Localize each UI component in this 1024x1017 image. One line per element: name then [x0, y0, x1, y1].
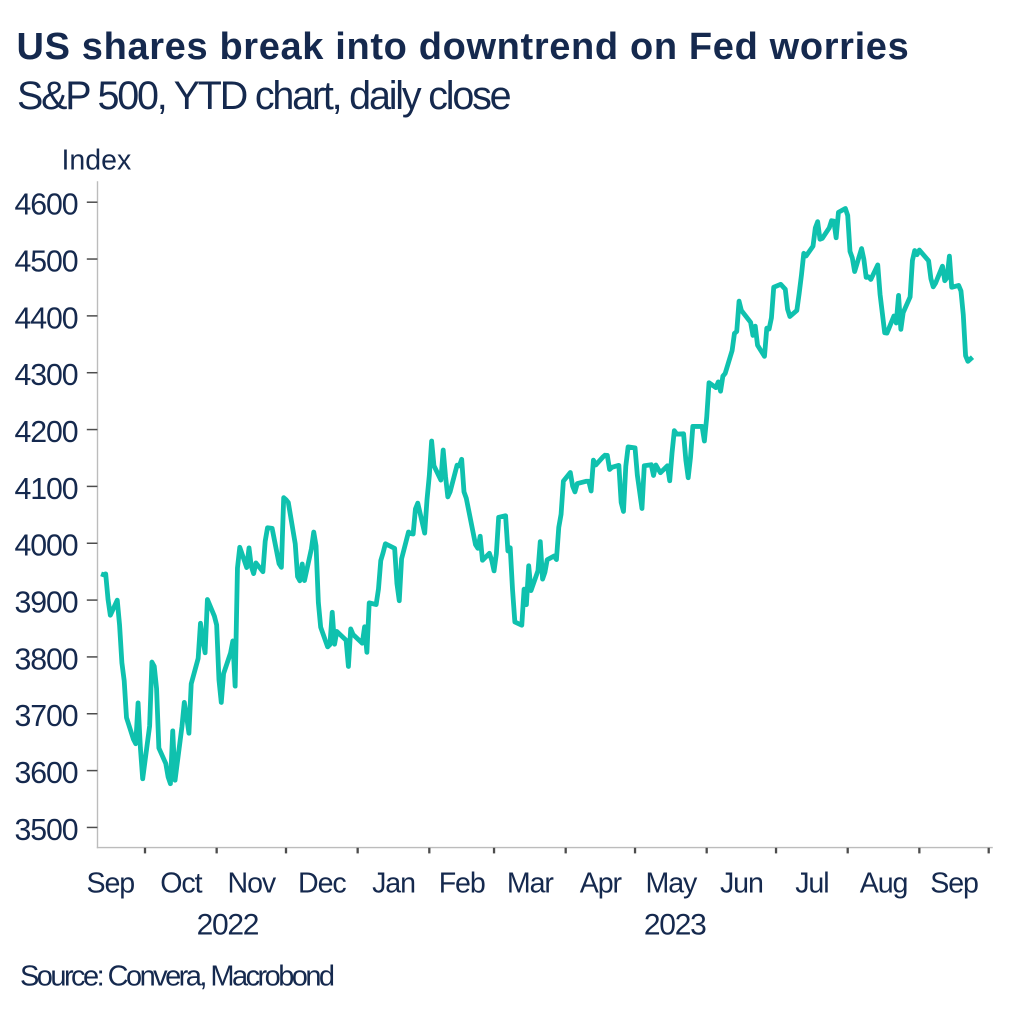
svg-text:4400: 4400: [15, 302, 78, 335]
svg-text:Feb: Feb: [439, 867, 485, 899]
svg-text:4300: 4300: [15, 359, 78, 392]
svg-text:4100: 4100: [15, 473, 78, 506]
svg-text:Jul: Jul: [795, 867, 828, 899]
svg-text:3600: 3600: [15, 757, 78, 790]
svg-text:Source: Convera, Macrobond: Source: Convera, Macrobond: [20, 961, 334, 993]
svg-text:S&P 500, YTD chart, daily clos: S&P 500, YTD chart, daily close: [17, 74, 511, 118]
svg-text:3500: 3500: [15, 814, 78, 847]
svg-text:4500: 4500: [15, 245, 78, 278]
svg-text:3700: 3700: [15, 700, 78, 733]
svg-text:4000: 4000: [15, 530, 78, 563]
svg-text:3800: 3800: [15, 643, 78, 676]
svg-text:Apr: Apr: [580, 867, 623, 899]
svg-text:Index: Index: [62, 144, 132, 176]
svg-text:Oct: Oct: [160, 867, 202, 899]
svg-text:Mar: Mar: [507, 867, 555, 899]
svg-text:Jan: Jan: [372, 867, 415, 899]
svg-text:4600: 4600: [15, 189, 78, 222]
svg-text:2022: 2022: [197, 908, 259, 941]
svg-text:Aug: Aug: [860, 867, 908, 899]
svg-text:May: May: [646, 867, 699, 899]
svg-text:4200: 4200: [15, 416, 78, 449]
svg-text:Sep: Sep: [87, 867, 135, 899]
svg-text:Sep: Sep: [930, 867, 978, 899]
svg-text:Dec: Dec: [298, 867, 346, 899]
svg-text:US shares break into downtrend: US shares break into downtrend on Fed wo…: [17, 26, 910, 68]
svg-text:Jun: Jun: [720, 867, 763, 899]
svg-text:2023: 2023: [644, 908, 706, 941]
svg-text:Nov: Nov: [228, 867, 277, 899]
svg-text:3900: 3900: [15, 586, 78, 619]
